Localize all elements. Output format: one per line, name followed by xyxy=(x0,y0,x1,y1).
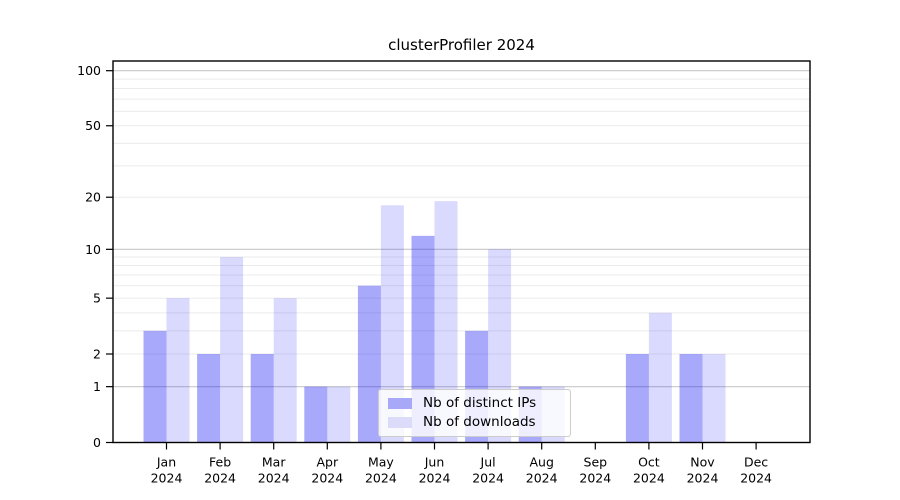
x-tick-label-month: Feb xyxy=(209,455,231,470)
x-tick-label-month: Nov xyxy=(690,455,715,470)
y-tick-label: 20 xyxy=(85,190,101,205)
y-tick-label: 0 xyxy=(93,435,101,450)
legend-item-distinct-ips: Nb of distinct IPs xyxy=(388,395,570,411)
legend-label-downloads: Nb of downloads xyxy=(423,413,536,430)
bar-downloads xyxy=(380,205,404,443)
x-tick-label-year: 2024 xyxy=(526,471,558,486)
x-tick-label-year: 2024 xyxy=(419,471,451,486)
x-tick-label-year: 2024 xyxy=(740,471,772,486)
x-tick-label-month: Apr xyxy=(316,455,338,470)
legend-item-downloads: Nb of downloads xyxy=(388,413,570,430)
x-tick-label-month: Jun xyxy=(424,455,445,470)
bar-distinct-ips xyxy=(143,330,167,443)
bar-downloads xyxy=(434,201,458,443)
x-tick-label-year: 2024 xyxy=(633,471,665,486)
x-tick-label-year: 2024 xyxy=(204,471,236,486)
x-tick-label-month: Jan xyxy=(156,455,176,470)
x-tick-label-year: 2024 xyxy=(365,471,397,486)
bar-downloads xyxy=(327,386,351,443)
bar-downloads xyxy=(220,257,244,443)
bar-distinct-ips xyxy=(197,353,221,443)
x-tick-label-year: 2024 xyxy=(311,471,343,486)
bar-distinct-ips xyxy=(625,353,649,443)
x-tick-label-month: Aug xyxy=(529,455,553,470)
y-tick-label: 10 xyxy=(85,242,101,257)
y-tick-label: 100 xyxy=(77,63,101,78)
x-tick-label-month: Mar xyxy=(262,455,286,470)
legend-label-distinct-ips: Nb of distinct IPs xyxy=(423,395,537,411)
y-tick-label: 5 xyxy=(93,291,101,306)
y-tick-label: 1 xyxy=(93,379,101,394)
x-tick-label-month: Jul xyxy=(480,455,496,470)
y-tick-label: 50 xyxy=(85,118,101,133)
bar-downloads xyxy=(648,312,672,443)
bar-distinct-ips xyxy=(679,353,703,443)
x-tick-label-month: Sep xyxy=(584,455,608,470)
legend-swatch-distinct-ips xyxy=(388,398,412,410)
x-tick-label-year: 2024 xyxy=(151,471,183,486)
bar-distinct-ips xyxy=(250,353,274,443)
bar-distinct-ips xyxy=(304,386,328,443)
legend-swatch-downloads xyxy=(388,416,412,428)
chart-title: clusterProfiler 2024 xyxy=(388,36,535,54)
bar-downloads xyxy=(702,353,726,443)
bar-distinct-ips xyxy=(357,285,381,443)
y-tick-label: 2 xyxy=(93,346,101,361)
x-tick-label-year: 2024 xyxy=(687,471,719,486)
plot-frame xyxy=(112,60,811,444)
x-tick-label-year: 2024 xyxy=(472,471,504,486)
bar-downloads xyxy=(273,298,297,443)
x-tick-label-year: 2024 xyxy=(579,471,611,486)
x-tick-label-month: Oct xyxy=(638,455,660,470)
x-tick-label-year: 2024 xyxy=(258,471,290,486)
x-tick-label-month: Dec xyxy=(744,455,768,470)
legend: Nb of distinct IPs Nb of downloads xyxy=(378,389,571,437)
bar-downloads xyxy=(166,298,190,443)
x-tick-label-month: May xyxy=(368,455,394,470)
